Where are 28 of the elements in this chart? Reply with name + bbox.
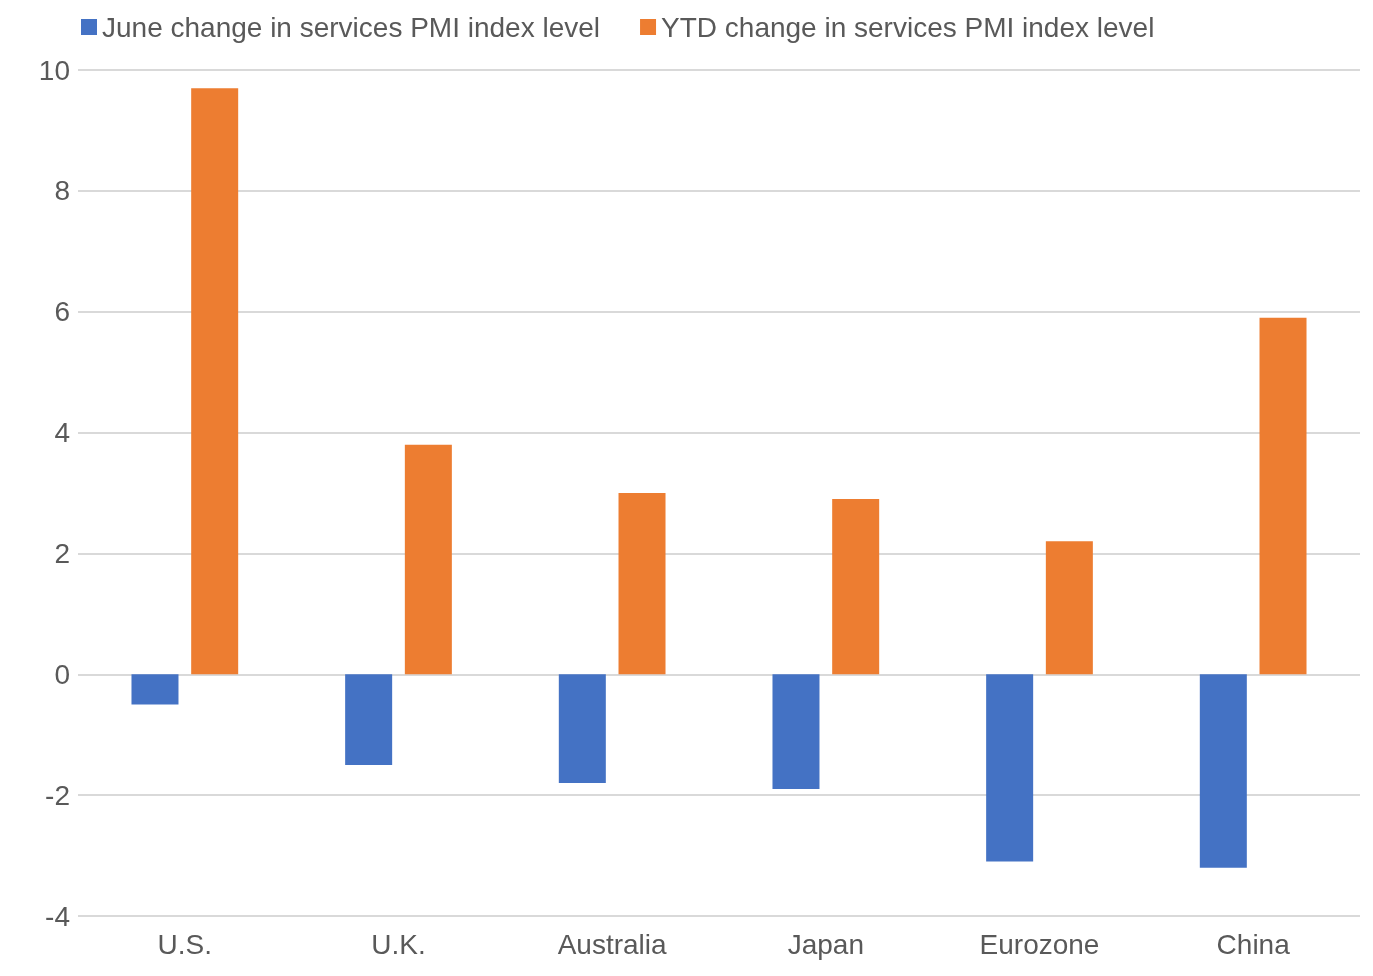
legend-label: YTD change in services PMI index level: [661, 11, 1155, 43]
x-tick-label: Eurozone: [979, 928, 1100, 960]
y-tick-label: 10: [38, 54, 70, 86]
bar: [618, 493, 666, 675]
bar: [986, 674, 1034, 862]
bar: [1259, 317, 1307, 675]
bar: [131, 674, 179, 705]
x-tick-label: Japan: [787, 928, 864, 960]
y-tick-label: 2: [54, 537, 70, 569]
bar: [404, 444, 452, 675]
x-tick-label: U.S.: [157, 928, 213, 960]
bar: [345, 674, 393, 765]
y-tick-label: -2: [45, 779, 70, 811]
bar: [1199, 674, 1247, 868]
y-tick-label: 0: [54, 658, 70, 690]
x-tick-label: U.K.: [371, 928, 426, 960]
y-tick-label: -4: [45, 900, 70, 932]
x-tick-label: China: [1216, 928, 1291, 960]
bar: [1045, 541, 1093, 675]
bar: [558, 674, 606, 784]
bar: [832, 499, 880, 675]
y-tick-label: 6: [54, 296, 70, 328]
bar: [191, 88, 239, 675]
y-tick-label: 8: [54, 175, 70, 207]
x-tick-label: Australia: [557, 928, 668, 960]
legend-label: June change in services PMI index level: [102, 11, 601, 43]
y-tick-label: 4: [54, 417, 70, 449]
bar: [772, 674, 820, 790]
